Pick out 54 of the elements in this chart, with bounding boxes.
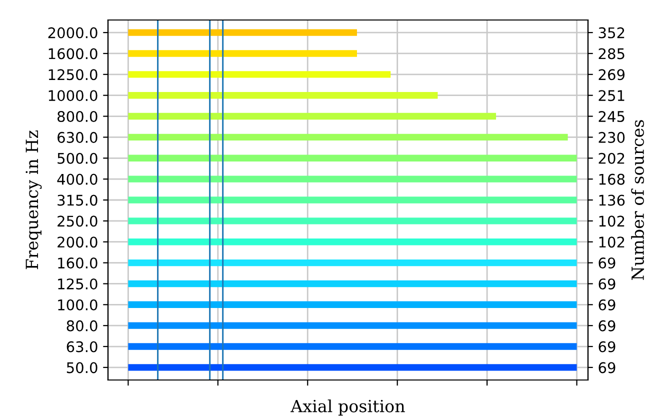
bar bbox=[128, 259, 577, 266]
y2-tick-label: 168 bbox=[599, 174, 625, 185]
x-axis-title: Axial position bbox=[290, 399, 405, 416]
bar bbox=[128, 196, 577, 204]
y2-tick-label: 352 bbox=[598, 27, 624, 38]
y2-tick-label: 69 bbox=[598, 258, 616, 269]
bar bbox=[128, 134, 568, 141]
bar bbox=[128, 322, 577, 329]
y-tick-label: 315.0 bbox=[58, 194, 98, 206]
y-tick-label: 500.0 bbox=[58, 152, 98, 164]
bar bbox=[128, 176, 577, 182]
y-axis-title: Frequency in Hz bbox=[26, 130, 42, 270]
y2-axis-title: Number of sources bbox=[631, 120, 644, 280]
y-tick-label: 63.0 bbox=[66, 341, 98, 352]
y-tick-label: 1250.0 bbox=[48, 69, 98, 80]
y2-tick-label: 69 bbox=[598, 278, 616, 290]
y2-tick-label: 202 bbox=[598, 152, 624, 164]
y-tick-label: 200.0 bbox=[58, 236, 98, 248]
y-tick-label: 100.0 bbox=[58, 299, 98, 310]
y2-tick-label: 245 bbox=[598, 110, 624, 122]
y-tick-label: 400.0 bbox=[57, 174, 98, 185]
bar bbox=[128, 29, 357, 36]
y2-tick-label: 136 bbox=[599, 194, 625, 206]
y2-tick-label: 285 bbox=[598, 48, 624, 60]
y-tick-label: 80.0 bbox=[66, 320, 98, 332]
y-tick-label: 50.0 bbox=[66, 362, 98, 374]
bar bbox=[128, 71, 391, 78]
bar bbox=[128, 112, 496, 120]
y2-tick-label: 251 bbox=[598, 90, 624, 102]
bar bbox=[128, 280, 577, 288]
bar bbox=[128, 364, 577, 371]
y-tick-label: 1000.0 bbox=[48, 90, 98, 102]
y2-tick-label: 102 bbox=[599, 216, 624, 227]
bar bbox=[128, 301, 577, 308]
y-tick-label: 630.0 bbox=[58, 132, 98, 143]
y2-tick-label: 69 bbox=[598, 362, 616, 374]
y-tick-label: 2000.0 bbox=[48, 27, 98, 38]
y2-tick-label: 69 bbox=[598, 320, 616, 332]
bar bbox=[128, 154, 577, 162]
bar bbox=[128, 50, 357, 57]
y2-tick-label: 269 bbox=[598, 69, 625, 80]
y-tick-label: 125.0 bbox=[58, 278, 98, 290]
y-tick-label: 250.0 bbox=[58, 216, 98, 227]
y-tick-label: 800.0 bbox=[58, 110, 98, 122]
y-tick-label: 160.0 bbox=[58, 258, 98, 269]
y2-tick-label: 69 bbox=[598, 341, 616, 352]
y2-tick-label: 69 bbox=[598, 299, 616, 310]
bar bbox=[128, 343, 577, 350]
y-tick-label: 1600.0 bbox=[48, 48, 98, 60]
y2-tick-label: 102 bbox=[599, 236, 624, 248]
bar bbox=[128, 218, 577, 224]
bar bbox=[128, 238, 577, 246]
y2-tick-label: 230 bbox=[598, 132, 625, 143]
bar bbox=[128, 92, 438, 99]
